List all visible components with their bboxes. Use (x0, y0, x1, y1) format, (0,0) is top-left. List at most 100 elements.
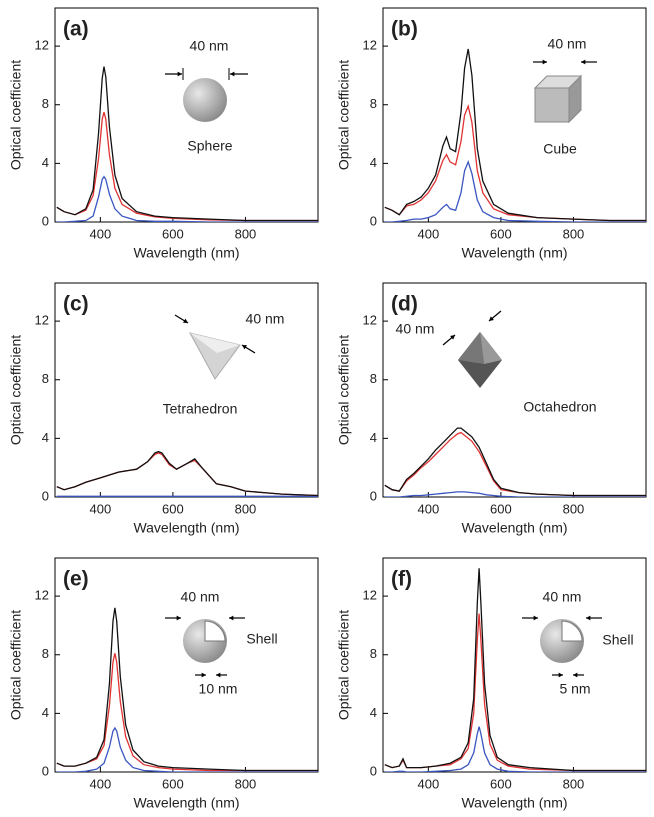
spectrum-line (56, 66, 318, 222)
sphere-icon (183, 78, 227, 122)
annotation: 40 nm (548, 36, 587, 52)
y-axis-title: Optical coefficient (336, 335, 352, 445)
y-tick-label: 0 (370, 488, 377, 503)
cube-side (568, 74, 582, 124)
annotation: Octahedron (523, 399, 596, 415)
y-tick-label: 8 (370, 96, 377, 111)
y-axis-title: Optical coefficient (8, 610, 24, 720)
plot-frame (382, 7, 647, 223)
spectrum-line (56, 653, 318, 772)
spectrum-line (56, 452, 318, 497)
spectrum-line (384, 491, 646, 497)
x-tick-label: 400 (89, 776, 111, 791)
arrow-head (450, 335, 455, 340)
y-tick-label: 12 (35, 313, 49, 328)
y-tick-label: 0 (42, 213, 49, 228)
x-tick-label: 400 (89, 226, 111, 241)
y-tick-label: 12 (363, 588, 377, 603)
y-tick-label: 4 (42, 705, 49, 720)
arrow-head (242, 345, 247, 350)
spectrum-line (56, 726, 318, 772)
arrow-head (586, 615, 591, 621)
x-tick-label: 600 (162, 501, 184, 516)
x-tick-label: 600 (490, 226, 512, 241)
annotation: 40 nm (396, 321, 435, 337)
arrow-head (176, 615, 181, 621)
annotation: 5 nm (559, 681, 590, 697)
x-axis-title: Wavelength (nm) (133, 245, 239, 261)
x-tick-label: 800 (235, 776, 257, 791)
annotation: 10 nm (199, 681, 238, 697)
x-axis-title: Wavelength (nm) (133, 795, 239, 811)
y-axis-title: Optical coefficient (8, 335, 24, 445)
y-tick-label: 8 (370, 646, 377, 661)
x-tick-label: 800 (563, 226, 585, 241)
spectrum-line (56, 607, 318, 772)
arrow-head (201, 672, 206, 678)
x-tick-label: 600 (162, 226, 184, 241)
x-tick-label: 600 (162, 776, 184, 791)
y-tick-label: 4 (42, 155, 49, 170)
annotation: Tetrahedron (163, 401, 238, 417)
x-tick-label: 400 (89, 501, 111, 516)
panel-label: (d) (391, 293, 418, 316)
y-tick-label: 4 (370, 705, 377, 720)
x-tick-label: 400 (417, 776, 439, 791)
y-tick-label: 8 (370, 371, 377, 386)
y-tick-label: 0 (370, 213, 377, 228)
panel-label: (b) (391, 18, 418, 41)
x-axis-title: Wavelength (nm) (461, 520, 567, 536)
panel-label: (a) (63, 18, 89, 41)
arrow-head (542, 59, 547, 65)
panel-label: (e) (63, 568, 89, 591)
arrow-head (489, 316, 494, 321)
annotation: 40 nm (181, 589, 220, 605)
y-tick-label: 4 (42, 430, 49, 445)
arrow-head (183, 318, 188, 323)
y-axis-title: Optical coefficient (336, 60, 352, 170)
spectrum-line (56, 450, 318, 497)
y-tick-label: 4 (370, 430, 377, 445)
y-tick-label: 8 (42, 371, 49, 386)
y-axis-title: Optical coefficient (8, 60, 24, 170)
y-tick-label: 12 (35, 38, 49, 53)
x-tick-label: 400 (417, 226, 439, 241)
annotation: Shell (246, 631, 277, 647)
y-tick-label: 8 (42, 646, 49, 661)
shell-cut (561, 620, 583, 642)
spectrum-line (384, 568, 646, 772)
panel-label: (f) (391, 568, 412, 591)
spectrum-line (56, 111, 318, 222)
tetra-face (190, 333, 240, 353)
arrow-head (558, 672, 563, 678)
spectrum-line (384, 48, 646, 222)
x-tick-label: 800 (235, 226, 257, 241)
y-tick-label: 8 (42, 96, 49, 111)
x-tick-label: 800 (563, 501, 585, 516)
x-tick-label: 400 (417, 501, 439, 516)
y-axis-title: Optical coefficient (336, 610, 352, 720)
x-tick-label: 800 (563, 776, 585, 791)
arrow-head (581, 59, 586, 65)
arrow-head (216, 672, 221, 678)
plot-frame (382, 557, 647, 773)
x-axis-title: Wavelength (nm) (461, 245, 567, 261)
y-tick-label: 0 (42, 763, 49, 778)
annotation: Cube (543, 141, 577, 157)
annotation: 40 nm (543, 589, 582, 605)
x-tick-label: 600 (490, 776, 512, 791)
panel-label: (c) (63, 293, 89, 316)
arrow-head (230, 71, 235, 77)
x-tick-label: 800 (235, 501, 257, 516)
spectrum-line (384, 159, 646, 222)
y-tick-label: 0 (42, 488, 49, 503)
x-axis-title: Wavelength (nm) (461, 795, 567, 811)
arrow-head (229, 615, 234, 621)
annotation: 40 nm (190, 38, 229, 54)
arrow-head (573, 672, 578, 678)
x-tick-label: 600 (490, 501, 512, 516)
spectrum-line (384, 726, 646, 772)
y-tick-label: 4 (370, 155, 377, 170)
shell-cut (204, 620, 226, 642)
